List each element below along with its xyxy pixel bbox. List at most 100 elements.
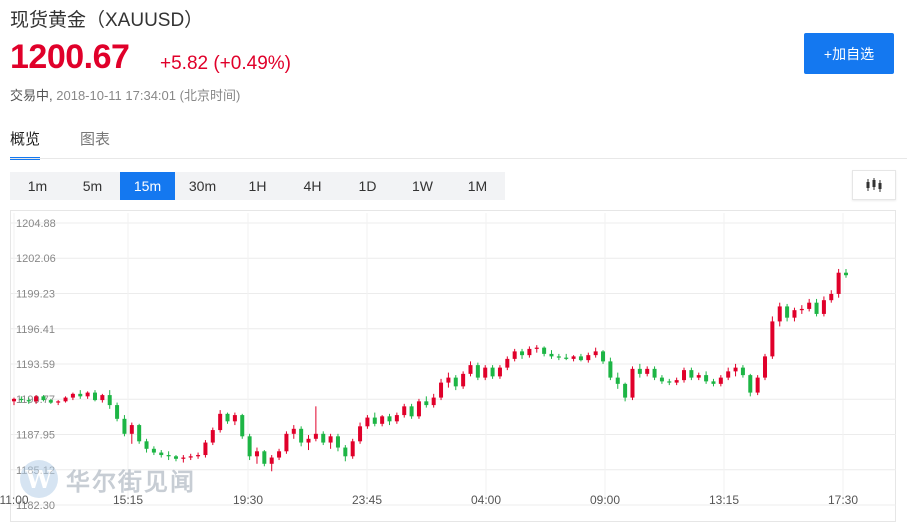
candle-body <box>225 413 230 422</box>
y-tick-label: 1196.41 <box>16 324 55 336</box>
page-title: 现货黄金（XAUUSD） <box>10 10 204 31</box>
candle-body <box>394 415 399 422</box>
interval-30m[interactable]: 30m <box>188 178 217 194</box>
candle-body <box>372 417 377 424</box>
x-tick-label: 23:45 <box>352 493 382 507</box>
candle-body <box>637 368 642 374</box>
interval-selector: 1m 5m 15m 30m 1H 4H 1D 1W 1M <box>10 172 505 200</box>
candle-body <box>416 401 421 417</box>
candle-body <box>240 415 245 437</box>
candle-body <box>718 377 723 384</box>
candle-body <box>468 365 473 374</box>
interval-5m[interactable]: 5m <box>82 178 103 194</box>
candle-body <box>748 375 753 393</box>
chart-type-button[interactable] <box>852 170 896 200</box>
candle-body <box>667 381 672 383</box>
y-tick-label: 1193.59 <box>16 359 55 371</box>
interval-1d[interactable]: 1D <box>358 178 377 194</box>
candle-body <box>41 396 46 401</box>
watermark-logo: W <box>20 460 58 498</box>
candle-body <box>836 272 841 294</box>
tab-chart[interactable]: 图表 <box>80 131 111 148</box>
y-tick-label: 1204.88 <box>16 218 56 230</box>
candle-body <box>755 377 760 393</box>
candle-body <box>645 368 650 374</box>
candle-body <box>829 293 834 301</box>
candle-body <box>402 406 407 416</box>
candle-body <box>284 433 289 452</box>
candle-body <box>497 367 502 377</box>
candle-body <box>615 377 620 384</box>
candle-body <box>291 428 296 434</box>
candle-body <box>92 392 97 401</box>
candle-body <box>144 441 149 449</box>
candle-body <box>122 418 127 434</box>
candle-body <box>542 347 547 354</box>
candle-body <box>726 371 731 378</box>
candle-body <box>63 397 68 402</box>
candle-body <box>188 456 193 458</box>
chart-frame <box>10 210 896 522</box>
tab-divider <box>10 158 907 159</box>
candle-body <box>792 310 797 318</box>
candle-body <box>232 415 237 422</box>
interval-4h[interactable]: 4H <box>303 178 322 194</box>
candle-body <box>483 367 488 378</box>
interval-1w[interactable]: 1W <box>412 178 433 194</box>
candle-body <box>203 442 208 456</box>
candle-body <box>740 367 745 376</box>
candle-body <box>262 451 267 464</box>
candle-body <box>770 321 775 357</box>
candle-body <box>343 447 348 457</box>
x-tick-label: 17:30 <box>828 493 858 507</box>
candle-body <box>431 397 436 406</box>
candle-body <box>254 451 259 457</box>
candle-body <box>247 436 252 457</box>
candle-body <box>151 448 156 453</box>
candle-body <box>26 400 31 402</box>
candle-body <box>534 347 539 349</box>
candle-body <box>335 436 340 448</box>
x-tick-label: 04:00 <box>471 493 501 507</box>
add-to-watchlist-button[interactable]: +加自选 <box>804 33 894 74</box>
candle-body <box>313 433 318 439</box>
status-label: 交易中, <box>10 88 53 103</box>
interval-1mo[interactable]: 1M <box>467 178 488 194</box>
candle-body <box>652 368 657 378</box>
candle-body <box>137 425 142 442</box>
candle-body <box>461 373 466 387</box>
trading-status: 交易中, 2018-10-11 17:34:01 (北京时间) <box>10 85 240 104</box>
interval-1m[interactable]: 1m <box>27 178 48 194</box>
candle-body <box>365 417 370 427</box>
candle-body <box>549 353 554 357</box>
candle-body <box>807 302 812 309</box>
candle-body <box>439 382 444 398</box>
candle-body <box>608 361 613 378</box>
candle-body <box>269 457 274 464</box>
candle-body <box>659 377 664 382</box>
candle-body <box>586 355 591 361</box>
candle-body <box>166 455 171 457</box>
candle-body <box>630 368 635 398</box>
candle-body <box>409 406 414 417</box>
candle-body <box>115 405 120 419</box>
candle-body <box>799 308 804 311</box>
watermark: W 华尔街见闻 <box>20 460 196 498</box>
candle-body <box>299 428 304 443</box>
candle-body <box>505 358 510 368</box>
candle-body <box>321 433 326 443</box>
interval-15m[interactable]: 15m <box>120 172 175 200</box>
candle-body <box>159 452 164 456</box>
candle-body <box>85 392 90 397</box>
candle-body <box>424 401 429 406</box>
candle-body <box>12 398 16 402</box>
interval-1h[interactable]: 1H <box>248 178 267 194</box>
candle-body <box>704 375 709 382</box>
candle-body <box>763 356 768 378</box>
candle-body <box>446 377 451 383</box>
price-change: +5.82 (+0.49%) <box>160 53 291 74</box>
y-tick-label: 1182.30 <box>16 500 55 512</box>
candle-body <box>689 370 694 378</box>
candle-body <box>785 306 790 318</box>
